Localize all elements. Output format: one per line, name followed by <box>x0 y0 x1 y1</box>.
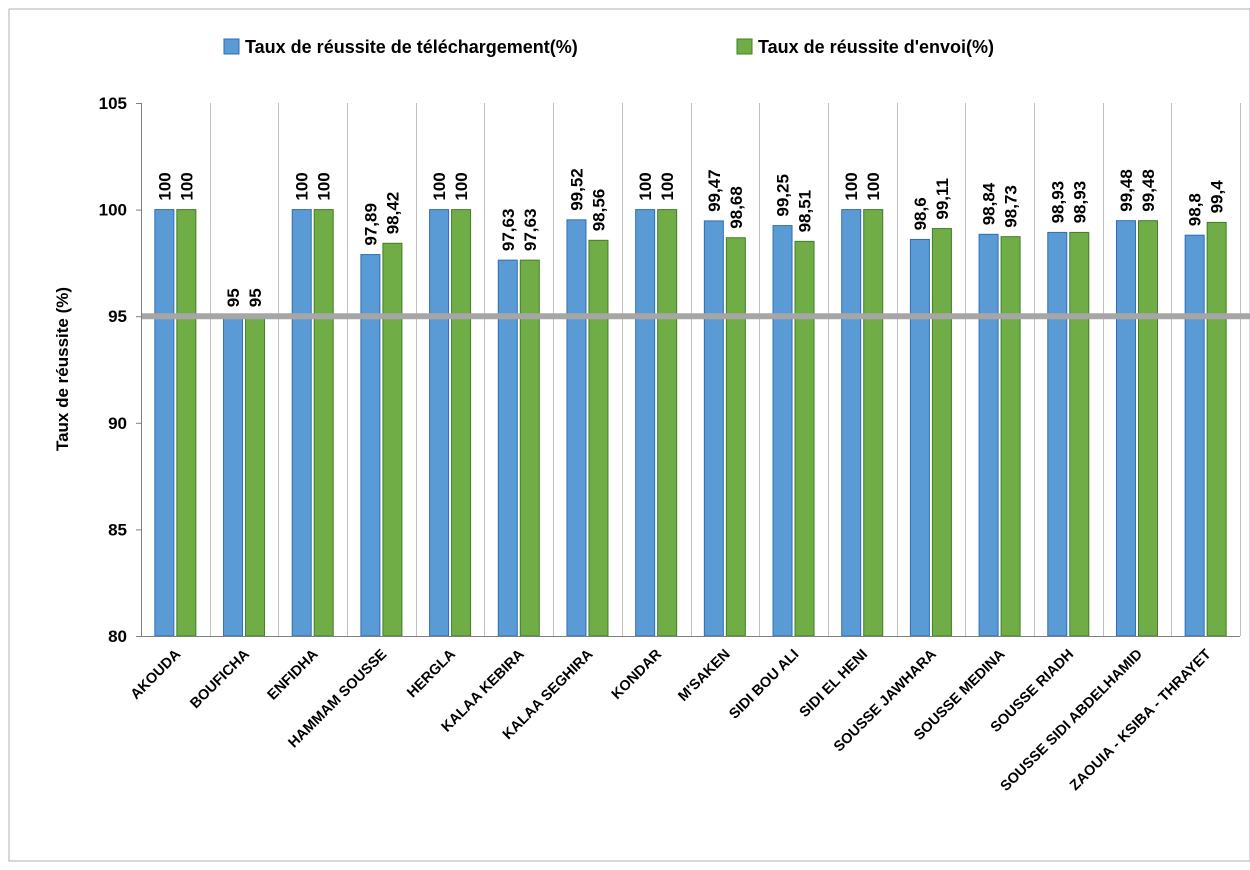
data-label: 100 <box>155 172 174 200</box>
bar-telechargement <box>566 219 587 637</box>
bar-envoi <box>245 315 266 637</box>
axes <box>136 103 1240 637</box>
data-label: 100 <box>293 172 312 200</box>
data-label: 100 <box>177 172 196 200</box>
y-tick-label: 100 <box>99 201 127 220</box>
data-label: 99,11 <box>933 178 952 220</box>
data-label: 98,8 <box>1186 193 1205 226</box>
data-label: 99,52 <box>568 168 587 211</box>
data-label: 95 <box>246 288 265 307</box>
data-label: 100 <box>452 172 471 200</box>
data-label: 97,63 <box>499 209 518 252</box>
data-label: 99,47 <box>705 169 724 212</box>
bar-telechargement <box>154 209 175 637</box>
chart-border <box>8 8 1250 862</box>
bar-telechargement <box>1047 231 1068 637</box>
bar-telechargement <box>360 254 381 637</box>
y-tick-label: 90 <box>108 414 127 433</box>
data-label: 98,73 <box>1002 185 1021 228</box>
bar-telechargement <box>429 209 450 637</box>
bar-envoi <box>588 239 609 637</box>
data-label: 99,25 <box>774 174 793 217</box>
data-label: 98,93 <box>1048 181 1067 224</box>
legend: Taux de réussite de téléchargement(%) Ta… <box>223 37 994 57</box>
legend-swatch-envoi <box>736 38 753 55</box>
legend-label-envoi: Taux de réussite d'envoi(%) <box>758 37 994 57</box>
data-label: 100 <box>636 172 655 200</box>
data-label: 98,56 <box>590 189 609 232</box>
data-label: 100 <box>864 172 883 200</box>
data-label: 98,84 <box>980 182 999 225</box>
y-tick-label: 85 <box>108 520 127 539</box>
data-label: 97,89 <box>361 203 380 246</box>
data-label: 99,48 <box>1117 169 1136 212</box>
data-labels: 100 95 100 97,89 100 97,63 99,52 100 99,47 99,25 1… <box>155 168 1226 307</box>
data-label: 98,42 <box>383 192 402 235</box>
data-label: 100 <box>842 172 861 200</box>
bar-envoi <box>725 237 746 637</box>
bar-envoi <box>1069 231 1090 637</box>
data-label: 100 <box>315 172 334 200</box>
bar-telechargement <box>223 315 244 637</box>
legend-label-telechargement: Taux de réussite de téléchargement(%) <box>245 37 578 57</box>
data-label: 98,93 <box>1070 181 1089 224</box>
bar-envoi <box>863 209 884 637</box>
bar-telechargement <box>635 209 656 637</box>
y-tick-label: 80 <box>108 627 127 646</box>
bar-envoi <box>451 209 472 637</box>
data-label: 97,63 <box>521 209 540 252</box>
bar-envoi <box>176 209 197 637</box>
bar-telechargement <box>909 238 930 637</box>
bar-envoi <box>931 228 952 637</box>
data-label: 98,6 <box>911 197 930 230</box>
bar-telechargement <box>1184 234 1205 637</box>
data-label: 95 <box>224 288 243 307</box>
bar-envoi <box>794 240 815 637</box>
bar-telechargement <box>772 225 793 637</box>
category-gridlines <box>210 103 1241 636</box>
bar-telechargement <box>841 209 862 637</box>
bar-telechargement <box>703 220 724 637</box>
data-label: 100 <box>430 172 449 200</box>
bar-envoi <box>657 209 678 637</box>
data-label: 99,48 <box>1139 169 1158 212</box>
y-tick-label: 105 <box>99 94 127 113</box>
y-axis-title: Taux de réussite (%) <box>53 287 72 451</box>
bar-telechargement <box>978 233 999 637</box>
data-label: 99,4 <box>1208 180 1227 214</box>
bar-envoi <box>382 242 403 637</box>
bar-telechargement <box>1115 220 1136 637</box>
data-label: 100 <box>658 172 677 200</box>
bar-envoi <box>313 209 334 637</box>
legend-swatch-telechargement <box>223 38 240 55</box>
bar-telechargement <box>291 209 312 637</box>
bar-envoi <box>1137 220 1158 637</box>
bar-envoi <box>1206 221 1227 637</box>
y-tick-labels: 80 85 90 95 100 105 <box>99 94 127 646</box>
data-label: 98,51 <box>796 190 815 233</box>
y-tick-label: 95 <box>108 307 127 326</box>
data-label: 98,68 <box>727 186 746 229</box>
bar-envoi <box>1000 236 1021 637</box>
